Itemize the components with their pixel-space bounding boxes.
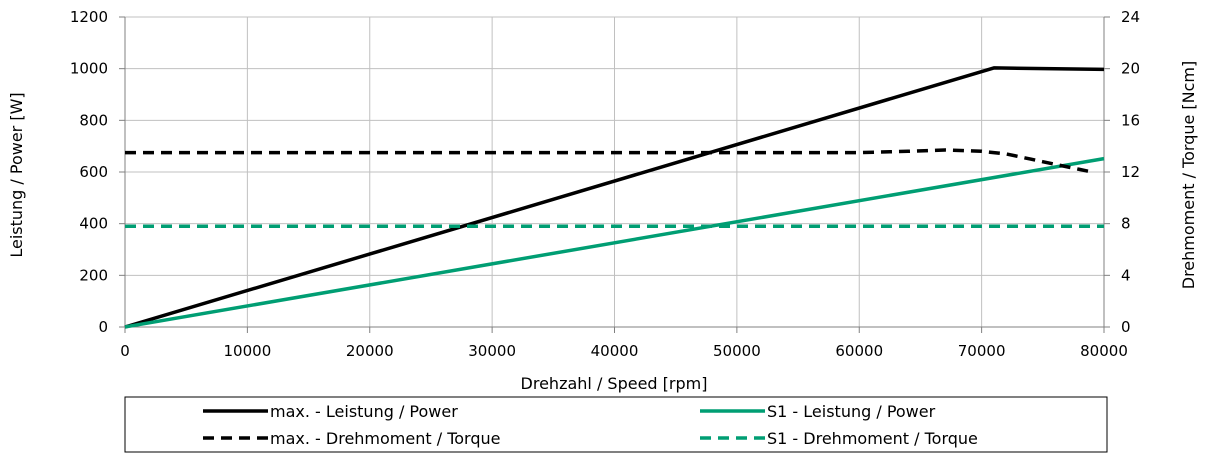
x-tick-label: 70000: [958, 342, 1006, 360]
y-right-tick-label: 4: [1121, 266, 1131, 284]
tick-labels: 0 10000 20000 30000 40000 50000 60000 70000 8000…: [70, 8, 1140, 360]
x-tick-label: 60000: [835, 342, 883, 360]
x-tick-label: 10000: [224, 342, 272, 360]
y-left-tick-label: 400: [79, 215, 108, 233]
legend-label-max-power: max. - Leistung / Power: [270, 402, 458, 421]
y-right-tick-label: 12: [1121, 163, 1140, 181]
grid: [124, 16, 1105, 328]
legend-label-s1-power: S1 - Leistung / Power: [767, 402, 936, 421]
series-max-power-line: [124, 66, 1105, 329]
x-tick-label: 40000: [591, 342, 639, 360]
y-right-tick-label: 20: [1121, 60, 1140, 78]
series-max-torque-line: [125, 148, 1093, 174]
x-tick-label: 80000: [1080, 342, 1128, 360]
y-left-tick-label: 600: [79, 163, 108, 181]
y-right-tick-label: 8: [1121, 215, 1131, 233]
plot-area: [119, 16, 1110, 333]
x-tick-label: 0: [120, 342, 130, 360]
y-left-tick-label: 200: [79, 266, 108, 284]
series-layer: [124, 66, 1105, 329]
legend-label-max-torque: max. - Drehmoment / Torque: [270, 429, 500, 448]
y-right-tick-label: 0: [1121, 318, 1131, 336]
y-left-tick-label: 0: [98, 318, 108, 336]
y-left-tick-label: 800: [79, 111, 108, 129]
series-s1-power-line: [124, 156, 1105, 329]
y-right-tick-label: 16: [1121, 111, 1140, 129]
y-right-tick-label: 24: [1121, 8, 1140, 26]
y-right-axis-title: Drehmoment / Torque [Ncm]: [1179, 61, 1198, 290]
x-tick-label: 20000: [346, 342, 394, 360]
x-tick-label: 30000: [468, 342, 516, 360]
legend: max. - Leistung / Power S1 - Leistung / …: [124, 396, 1108, 453]
legend-box: [124, 396, 1108, 453]
y-left-tick-label: 1200: [70, 8, 108, 26]
legend-label-s1-torque: S1 - Drehmoment / Torque: [767, 429, 978, 448]
y-left-tick-label: 1000: [70, 60, 108, 78]
x-axis-title: Drehzahl / Speed [rpm]: [521, 374, 708, 393]
x-tick-label: 50000: [713, 342, 761, 360]
y-left-axis-title: Leistung / Power [W]: [7, 92, 26, 257]
